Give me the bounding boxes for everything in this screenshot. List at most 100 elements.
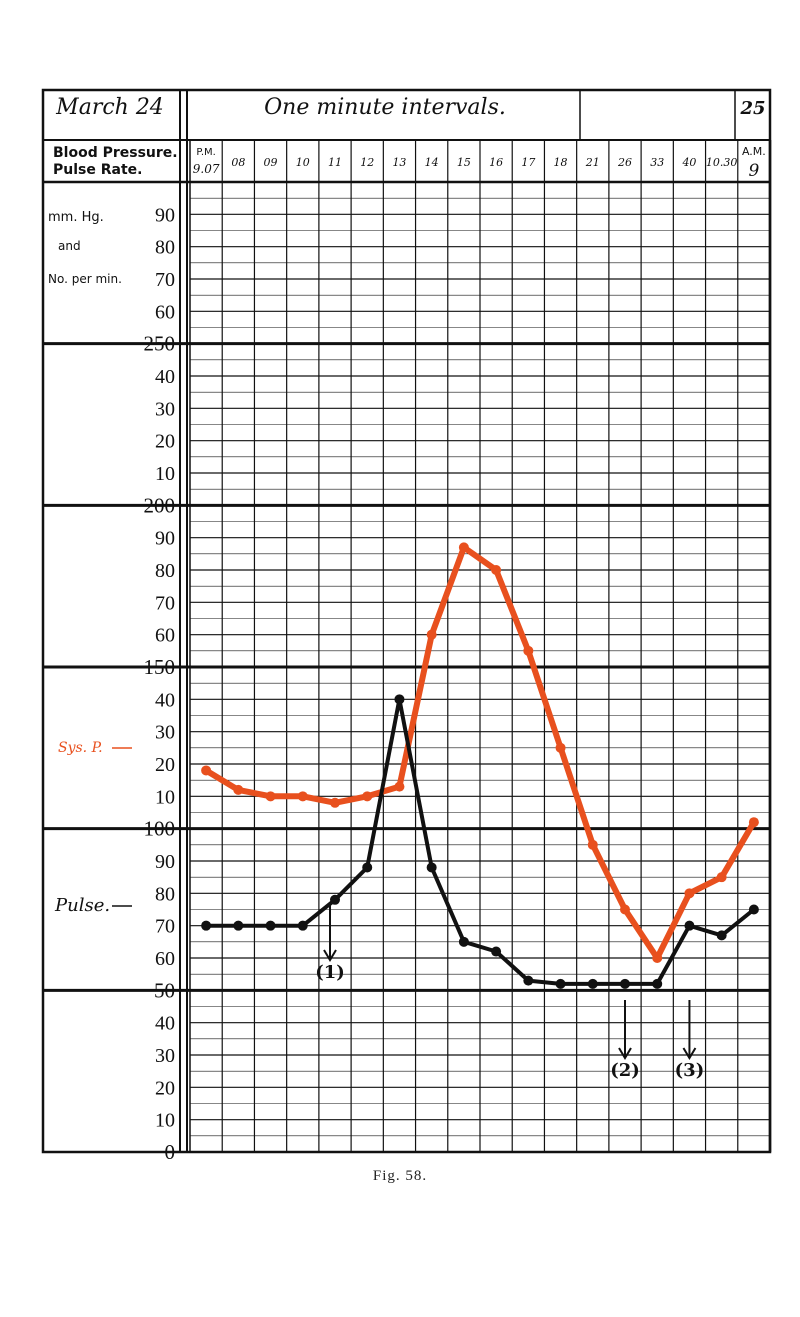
time-label: 10 xyxy=(296,156,310,169)
axis-tick-label: 80 xyxy=(155,237,175,259)
axis-tick-label: 80 xyxy=(155,883,175,905)
axis-tick-label: 10 xyxy=(155,1110,175,1132)
axis-unit-label: and xyxy=(58,239,81,253)
time-label: 9.07 xyxy=(193,162,220,176)
data-point-pulse xyxy=(652,978,663,989)
chart-day: 25 xyxy=(739,98,765,119)
data-point-pulse xyxy=(265,920,276,931)
pulse-series-label: Pulse. xyxy=(54,895,110,916)
data-point-systolic xyxy=(716,872,727,883)
axis-tick-label: 90 xyxy=(155,528,175,550)
time-label: 21 xyxy=(585,156,600,169)
time-label: 12 xyxy=(360,156,374,169)
time-label: 26 xyxy=(617,156,632,169)
axis-unit-label: mm. Hg. xyxy=(48,210,104,225)
axis-tick-label: 70 xyxy=(155,269,175,291)
data-point-pulse xyxy=(523,975,534,986)
time-label: 09 xyxy=(264,156,278,169)
data-point-systolic xyxy=(748,817,759,828)
data-point-pulse xyxy=(458,936,469,947)
data-point-systolic xyxy=(587,839,598,850)
marker-label-1: (1) xyxy=(315,962,345,983)
data-point-systolic xyxy=(201,765,212,776)
data-point-pulse xyxy=(330,894,340,905)
data-point-systolic xyxy=(362,791,373,802)
figure-caption: Fig. 58. xyxy=(372,1168,428,1184)
axis-tick-label: 90 xyxy=(155,851,175,873)
time-label: 13 xyxy=(392,156,406,169)
axis-tick-label: 20 xyxy=(155,1077,175,1099)
axis-tick-label: 60 xyxy=(155,948,175,970)
axis-tick-label: 70 xyxy=(155,916,175,938)
axis-tick-label: 10 xyxy=(155,786,175,808)
data-point-pulse xyxy=(233,920,244,931)
data-point-pulse xyxy=(684,920,695,931)
axis-unit-label: No. per min. xyxy=(48,272,122,286)
data-point-pulse xyxy=(555,978,566,989)
time-label: 15 xyxy=(457,156,471,169)
axis-tick-label: 90 xyxy=(155,204,175,226)
marker-label-3: (3) xyxy=(675,1060,705,1081)
series-line-pulse xyxy=(206,697,756,986)
axis-tick-label: 60 xyxy=(155,625,175,647)
axis-tick-label: 50 xyxy=(154,978,175,1002)
data-point-systolic xyxy=(620,904,630,915)
axis-tick-label: 30 xyxy=(155,398,175,420)
data-point-systolic xyxy=(458,542,469,553)
time-label: 16 xyxy=(489,156,503,169)
axis-tick-label: 200 xyxy=(144,493,176,517)
data-point-systolic xyxy=(394,781,405,792)
am-label: A.M. xyxy=(742,145,766,158)
left-label-line1: Blood Pressure. xyxy=(53,145,178,161)
axis-tick-label: 30 xyxy=(155,722,175,744)
data-point-systolic xyxy=(523,645,534,656)
data-point-systolic xyxy=(684,888,695,899)
axis-tick-label: 100 xyxy=(144,817,176,841)
data-point-systolic xyxy=(491,565,502,575)
data-point-pulse xyxy=(201,920,212,931)
time-label: 08 xyxy=(231,156,245,169)
data-point-pulse xyxy=(394,694,405,705)
axis-tick-label: 60 xyxy=(155,301,175,323)
axis-tick-label: 40 xyxy=(155,1013,175,1035)
time-label: 18 xyxy=(554,156,568,169)
data-point-systolic xyxy=(297,791,308,802)
left-label-line2: Pulse Rate. xyxy=(53,162,142,178)
data-point-pulse xyxy=(716,930,727,941)
data-point-pulse xyxy=(620,978,630,989)
marker-arrow-head xyxy=(682,1047,697,1060)
marker-label-2: (2) xyxy=(610,1060,640,1081)
data-point-systolic xyxy=(652,953,663,963)
axis-tick-label: 70 xyxy=(155,592,175,614)
series-line-systolic xyxy=(204,544,757,961)
systolic-series-label: Sys. P. xyxy=(58,740,103,756)
axis-tick-label: 250 xyxy=(144,332,176,356)
time-label: 33 xyxy=(650,156,664,169)
axis-tick-label: 0 xyxy=(165,1140,176,1164)
chart-title: One minute intervals. xyxy=(264,95,506,120)
chart-date: March 24 xyxy=(55,95,164,120)
axis-tick-label: 80 xyxy=(155,560,175,582)
data-point-systolic xyxy=(426,629,437,640)
time-label: 14 xyxy=(425,156,439,169)
data-point-systolic xyxy=(555,742,566,753)
time-label: 11 xyxy=(328,156,342,169)
time-label: 9 xyxy=(748,161,759,181)
axis-tick-label: 30 xyxy=(155,1045,175,1067)
data-point-systolic xyxy=(330,797,340,808)
data-point-pulse xyxy=(297,920,308,931)
data-point-systolic xyxy=(265,791,276,802)
chart-frame xyxy=(41,88,772,1154)
data-point-pulse xyxy=(491,946,502,957)
marker-arrow-head xyxy=(323,949,337,962)
axis-tick-label: 40 xyxy=(155,366,175,388)
data-point-pulse xyxy=(362,862,373,873)
marker-arrow-head xyxy=(618,1047,632,1060)
time-label: 17 xyxy=(521,156,535,169)
axis-tick-label: 40 xyxy=(155,689,175,711)
axis-tick-label: 20 xyxy=(155,431,175,453)
time-label: P.M. xyxy=(196,147,215,158)
axis-tick-label: 10 xyxy=(155,463,175,485)
